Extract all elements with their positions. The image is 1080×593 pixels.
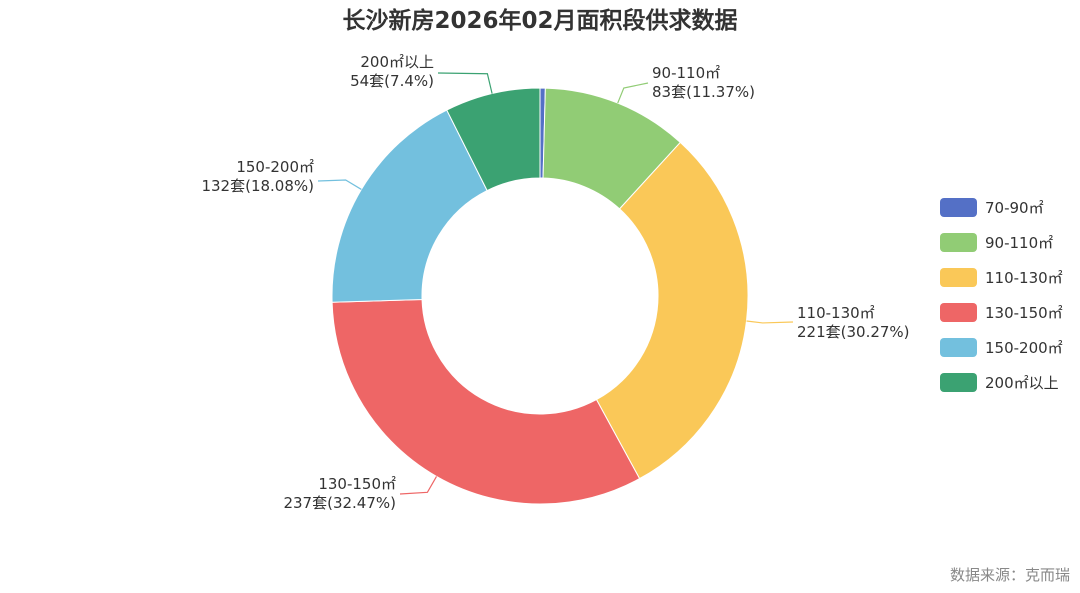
legend-item-90-110m2[interactable]: 90-110㎡: [940, 233, 1053, 252]
slice-label-value-90-110m2: 83套(11.37%): [652, 83, 755, 101]
slice-label-value-200m2: 54套(7.4%): [350, 72, 434, 90]
leader-line-130-150m2: [399, 476, 438, 495]
legend-label-200m2: 200㎡以上: [985, 374, 1059, 392]
slice-110-130m2[interactable]: [595, 141, 749, 480]
legend-item-150-200m2[interactable]: 150-200㎡: [940, 338, 1063, 357]
slice-label-name-200m2: 200㎡以上: [360, 53, 434, 71]
slice-label-name-130-150m2: 130-150㎡: [318, 475, 396, 493]
leader-line-200m2: [437, 72, 493, 94]
slice-130-150m2[interactable]: [331, 299, 641, 505]
slice-label-name-150-200m2: 150-200㎡: [236, 158, 314, 176]
legend-swatch-90-110m2: [940, 233, 977, 252]
legend-label-110-130m2: 110-130㎡: [985, 269, 1063, 287]
legend-swatch-200m2: [940, 373, 977, 392]
slice-label-value-130-150m2: 237套(32.47%): [283, 494, 396, 512]
slice-label-value-110-130m2: 221套(30.27%): [797, 323, 910, 341]
legend-item-130-150m2[interactable]: 130-150㎡: [940, 303, 1063, 322]
legend-item-70-90m2[interactable]: 70-90㎡: [940, 198, 1044, 217]
legend-swatch-110-130m2: [940, 268, 977, 287]
legend-label-150-200m2: 150-200㎡: [985, 339, 1063, 357]
slice-label-name-110-130m2: 110-130㎡: [797, 304, 875, 322]
leader-line-150-200m2: [317, 179, 362, 190]
legend-label-90-110m2: 90-110㎡: [985, 234, 1053, 252]
chart-title: 长沙新房2026年02月面积段供求数据: [342, 7, 737, 34]
legend-swatch-70-90m2: [940, 198, 977, 217]
slice-150-200m2[interactable]: [331, 109, 488, 303]
data-source-note: 数据来源：克而瑞: [950, 566, 1070, 584]
legend-item-110-130m2[interactable]: 110-130㎡: [940, 268, 1063, 287]
leader-line-90-110m2: [617, 82, 649, 104]
slice-label-value-150-200m2: 132套(18.08%): [201, 177, 314, 195]
label-leader-lines: [317, 72, 794, 495]
legend-swatch-130-150m2: [940, 303, 977, 322]
legend-label-70-90m2: 70-90㎡: [985, 199, 1044, 217]
slice-200m2[interactable]: [446, 87, 541, 192]
legend: 70-90㎡ 90-110㎡ 110-130㎡ 130-150㎡ 150-200㎡ 200…: [940, 198, 1063, 392]
slice-label-name-90-110m2: 90-110㎡: [652, 64, 720, 82]
leader-line-110-130m2: [746, 320, 794, 324]
legend-swatch-150-200m2: [940, 338, 977, 357]
donut-slices: [331, 87, 749, 505]
legend-label-130-150m2: 130-150㎡: [985, 304, 1063, 322]
legend-item-200m2[interactable]: 200㎡以上: [940, 373, 1059, 392]
